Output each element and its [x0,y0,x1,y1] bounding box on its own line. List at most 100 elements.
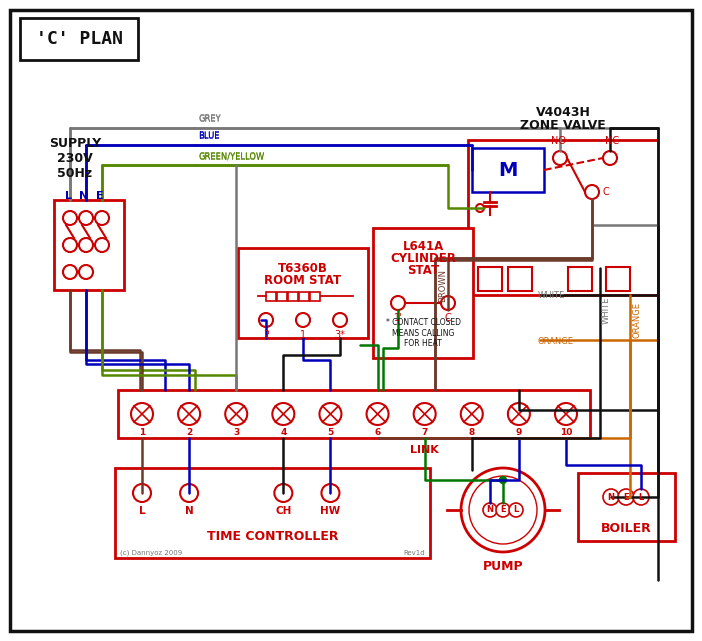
Circle shape [133,484,151,502]
Text: GREY: GREY [198,114,220,123]
Bar [478,267,502,291]
Text: 1: 1 [139,428,145,437]
Text: NC: NC [605,136,619,146]
Text: CYLINDER: CYLINDER [390,251,456,265]
Text: * CONTACT CLOSED
MEANS CALLING
FOR HEAT: * CONTACT CLOSED MEANS CALLING FOR HEAT [385,318,461,348]
Text: C: C [444,313,451,323]
Circle shape [322,484,340,502]
Text: N: N [79,191,88,201]
Circle shape [79,211,93,225]
Bar [468,140,658,295]
Text: 6: 6 [374,428,380,437]
Text: 'C' PLAN: 'C' PLAN [36,30,123,48]
Text: 5: 5 [327,428,333,437]
Circle shape [500,476,507,483]
Text: 3*: 3* [335,330,345,340]
Text: E: E [501,506,506,515]
Text: ORANGE: ORANGE [538,337,574,346]
Text: E: E [96,191,104,201]
Bar [508,267,532,291]
Text: NO: NO [550,136,566,146]
Text: ORANGE: ORANGE [632,302,641,338]
Text: BOILER: BOILER [601,522,652,535]
Circle shape [633,489,649,505]
Text: L: L [65,191,72,201]
Bar [568,267,592,291]
Circle shape [483,503,497,517]
Circle shape [63,238,77,252]
Text: Rev1d: Rev1d [404,550,425,556]
Text: L: L [638,492,644,501]
Bar [373,228,473,358]
Circle shape [178,403,200,425]
Bar [238,248,368,338]
Circle shape [366,403,388,425]
Circle shape [296,313,310,327]
Circle shape [508,403,530,425]
Text: CH: CH [275,506,291,516]
Text: BLUE: BLUE [198,131,220,140]
Text: N: N [486,506,494,515]
Text: E: E [623,492,629,501]
Circle shape [555,403,577,425]
Text: L: L [139,506,145,516]
Circle shape [79,265,93,279]
Text: 2: 2 [263,330,269,340]
Bar [472,148,544,192]
Circle shape [63,211,77,225]
Text: GREY: GREY [198,115,220,124]
Text: T6360B: T6360B [278,262,328,274]
Circle shape [469,476,537,544]
Circle shape [441,296,455,310]
Text: GREEN/YELLOW: GREEN/YELLOW [198,151,264,160]
Text: 2: 2 [186,428,192,437]
Bar [277,292,287,301]
Circle shape [95,238,109,252]
Bar [54,200,124,290]
Text: N: N [607,492,614,501]
Text: BLUE: BLUE [198,132,220,141]
Circle shape [476,204,484,212]
Text: N: N [185,506,194,516]
Text: HW: HW [320,506,340,516]
Circle shape [618,489,634,505]
Circle shape [603,489,619,505]
Circle shape [461,403,483,425]
Text: 1: 1 [300,330,306,340]
Circle shape [225,403,247,425]
Text: M: M [498,160,517,179]
Circle shape [319,403,341,425]
Text: ROOM STAT: ROOM STAT [265,274,342,287]
Text: BROWN: BROWN [438,269,447,301]
Circle shape [413,403,436,425]
Circle shape [63,265,77,279]
Circle shape [509,503,523,517]
Text: 7: 7 [421,428,428,437]
Text: TIME CONTROLLER: TIME CONTROLLER [207,529,338,542]
Text: 3: 3 [233,428,239,437]
Circle shape [603,151,617,165]
Text: 4: 4 [280,428,286,437]
Circle shape [553,151,567,165]
Circle shape [95,211,109,225]
Text: L641A: L641A [402,240,444,253]
Bar [115,468,430,558]
Text: SUPPLY
230V
50Hz: SUPPLY 230V 50Hz [49,137,101,179]
Bar [606,267,630,291]
Bar [288,292,298,301]
Bar [266,292,276,301]
Circle shape [585,185,599,199]
Circle shape [461,468,545,552]
Text: 9: 9 [516,428,522,437]
Text: ZONE VALVE: ZONE VALVE [520,119,606,131]
Text: L: L [513,506,519,515]
Text: 1': 1' [394,313,402,323]
Text: 8: 8 [469,428,475,437]
Circle shape [79,238,93,252]
Text: PUMP: PUMP [483,560,523,572]
Bar [299,292,309,301]
Text: (c) Dannyoz 2009: (c) Dannyoz 2009 [120,549,183,556]
Circle shape [496,503,510,517]
Text: STAT: STAT [407,263,439,276]
Circle shape [180,484,198,502]
